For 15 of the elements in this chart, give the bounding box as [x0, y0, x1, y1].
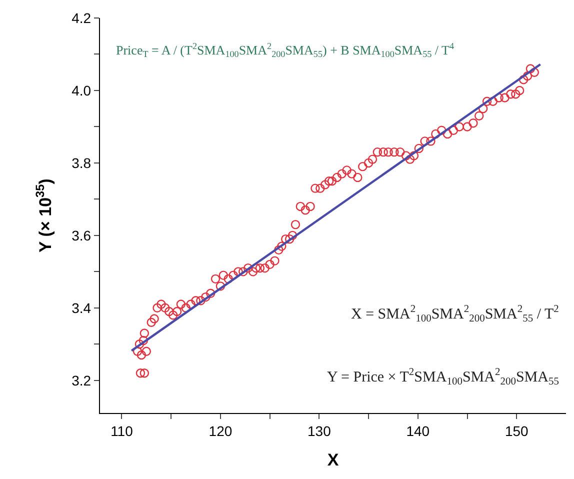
text: X = SMA$^{2}$$_{100}$SMA$^{2}$$_{200}$SMA$^{2}$$_{55}$ / T$^{2}$ [351, 304, 559, 324]
y-tick-label: 3.8 [72, 154, 92, 171]
x-tick-label: 140 [406, 422, 430, 439]
text: Price$_{T}$ = A / (T$^{2}$SMA$_{100}$SMA$^{2}$$_{200}$SMA$_{55}$) + B SMA$_{100}$SMA$_{55}$ / T$^{4}$ [116, 41, 454, 60]
y-tick-label: 3.2 [72, 372, 92, 388]
x-tick-label: 150 [504, 422, 529, 439]
y-tick-label: 4.0 [72, 82, 92, 98]
y-tick-label: 3.6 [72, 227, 92, 244]
text: Y = Price × T$^{2}$SMA$_{100}$SMA$^{2}$$_{200}$SMA$_{55}$ [327, 367, 559, 388]
y-tick-label: 4.2 [72, 10, 92, 26]
x-tick-label: 130 [308, 422, 332, 439]
x-tick-label: 120 [208, 422, 232, 439]
x-axis-title: X [327, 450, 340, 470]
x-tick-label: 110 [110, 422, 134, 439]
y-tick-label: 3.4 [72, 300, 92, 316]
